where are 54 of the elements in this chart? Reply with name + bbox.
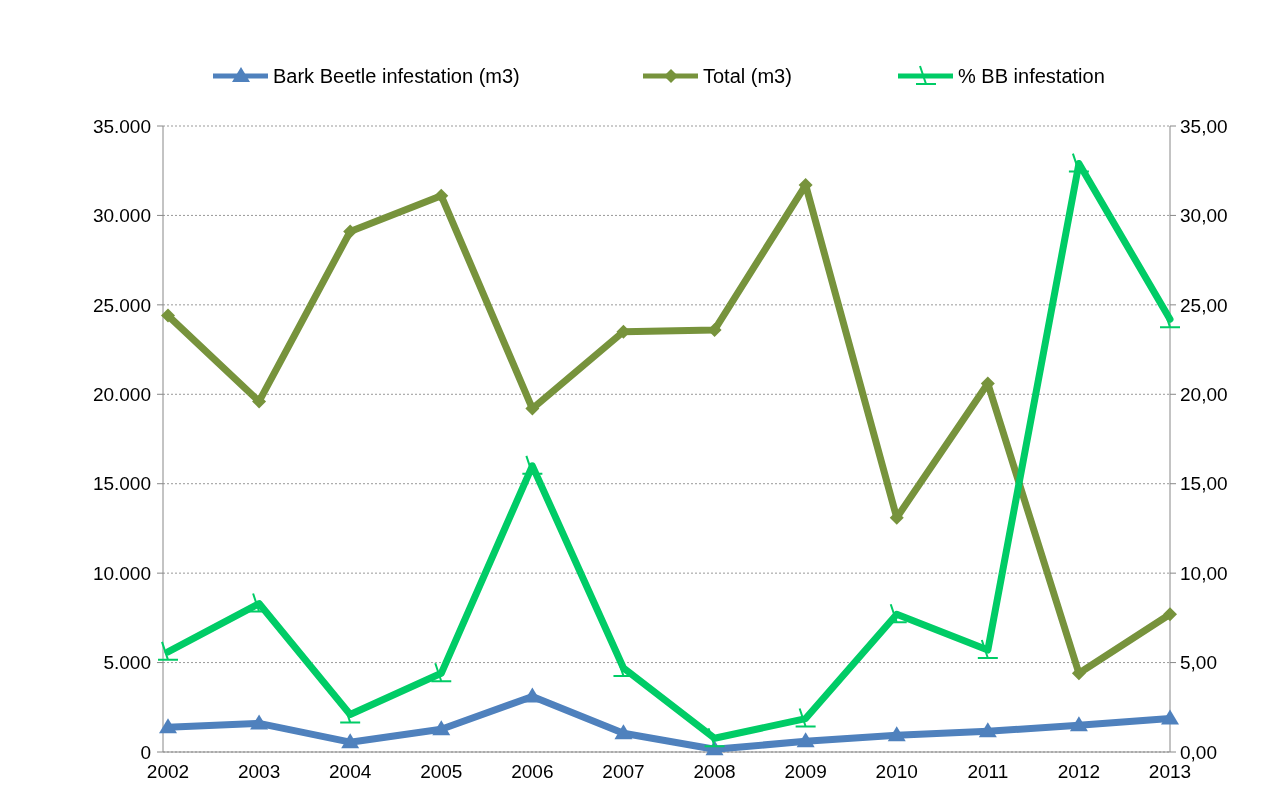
y2-tick-label: 35,00 — [1180, 115, 1228, 137]
point — [1161, 709, 1179, 725]
x-tick-label: 2004 — [329, 761, 372, 782]
point — [250, 714, 269, 730]
legend-label: Bark Beetle infestation (m3) — [273, 65, 520, 87]
y-tick-label: 15.000 — [92, 473, 151, 495]
point — [976, 639, 999, 660]
point — [525, 401, 540, 416]
point — [252, 394, 267, 409]
legend-label: Total (m3) — [703, 65, 792, 87]
y-tick-label: 20.000 — [92, 383, 151, 405]
point — [159, 718, 177, 734]
point — [614, 724, 633, 740]
point — [248, 592, 271, 613]
point — [703, 727, 726, 748]
x-tick-label: 2002 — [146, 761, 190, 782]
point — [978, 722, 997, 738]
point — [430, 662, 453, 683]
x-tick-label: 2012 — [1057, 761, 1101, 782]
point — [434, 188, 449, 203]
y-tick-label: 5.000 — [103, 652, 151, 674]
point — [432, 720, 451, 736]
x-tick-label: 2003 — [237, 761, 281, 782]
y-tick-label: 35.000 — [92, 115, 151, 137]
point — [341, 733, 360, 749]
y2-tick-label: 25,00 — [1180, 294, 1228, 316]
legend-label: % BB infestation — [958, 65, 1105, 87]
y-tick-label: 0 — [140, 741, 151, 763]
y2-tick-label: 0,00 — [1180, 741, 1217, 763]
point — [1163, 607, 1177, 622]
y2-tick-label: 20,00 — [1180, 383, 1228, 405]
point — [796, 732, 815, 748]
y2-tick-label: 10,00 — [1180, 562, 1228, 584]
y-tick-label: 30.000 — [92, 205, 151, 227]
point — [794, 707, 817, 728]
point — [161, 308, 175, 323]
x-tick-label: 2009 — [784, 761, 827, 782]
x-tick-label: 2005 — [420, 761, 463, 782]
x-tick-label: 2010 — [875, 761, 918, 782]
x-tick-label: 2013 — [1148, 761, 1192, 782]
x-tick-label: 2008 — [693, 761, 736, 782]
point — [1071, 666, 1086, 681]
y-tick-label: 25.000 — [92, 294, 151, 316]
y2-tick-label: 15,00 — [1180, 473, 1228, 495]
x-tick-label: 2007 — [602, 761, 645, 782]
point — [887, 726, 906, 742]
y2-tick-label: 30,00 — [1180, 205, 1228, 227]
y2-tick-label: 5,00 — [1180, 652, 1217, 674]
x-tick-label: 2006 — [511, 761, 554, 782]
y-tick-label: 10.000 — [92, 562, 151, 584]
point — [343, 224, 358, 239]
point — [157, 640, 179, 661]
x-tick-label: 2011 — [967, 761, 1009, 782]
point — [1069, 716, 1088, 732]
